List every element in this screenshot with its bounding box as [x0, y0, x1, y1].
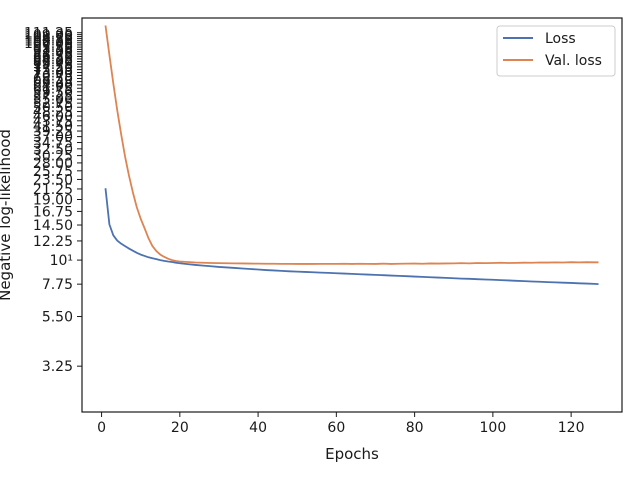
y-tick-label: 48.25: [33, 105, 73, 121]
y-tick-label: 82.00: [33, 54, 73, 70]
y-tick-label: 106.75: [24, 30, 73, 46]
y-tick-label: 46.00: [33, 109, 73, 125]
x-tick-label: 60: [327, 420, 345, 436]
y-tick-label: 59.50: [33, 85, 73, 101]
y-tick-label: 88.75: [33, 47, 73, 63]
y-tick-label: 3.25: [42, 359, 73, 375]
y-tick-label: 50.50: [33, 100, 73, 116]
y-tick-label: 34.75: [33, 136, 73, 152]
y-tick-label: 12.25: [33, 234, 73, 250]
y-tick-label: 91.00: [33, 45, 73, 61]
y-tick-label: 55.00: [33, 92, 73, 108]
y-tick-label: 16.75: [33, 204, 73, 220]
y-tick-label: 39.25: [33, 124, 73, 140]
y-tick-label: 19.00: [33, 193, 73, 209]
x-tick-label: 100: [480, 420, 507, 436]
x-axis-ticks: 0 20 40 60 80 100 120: [97, 412, 584, 436]
series-layer: [104, 25, 599, 286]
y-tick-label: 66.25: [33, 75, 73, 91]
y-tick-label: 14.50: [33, 218, 73, 234]
y-tick-label: 32.50: [33, 142, 73, 158]
y-tick-label: 73.00: [33, 65, 73, 81]
x-tick-label: 20: [171, 420, 189, 436]
x-axis-label: Epochs: [325, 445, 379, 463]
y-tick-label: 23.50: [33, 172, 73, 188]
series-line-loss: [104, 188, 599, 286]
x-tick-label: 80: [406, 420, 424, 436]
y-tick-label: 93.25: [33, 42, 73, 58]
y-tick-label: 102.25: [24, 34, 73, 50]
y-tick-label: 97.75: [33, 38, 73, 54]
y-tick-label: 100.00: [24, 36, 73, 52]
y-tick-label: 86.50: [33, 49, 73, 65]
legend-label-val-loss: Val. loss: [545, 53, 602, 69]
y-tick-label: 30.25: [33, 149, 73, 165]
y-tick-label: 10¹: [50, 253, 73, 269]
y-tick-label: 61.75: [33, 81, 73, 97]
x-tick-label: 120: [558, 420, 585, 436]
y-tick-label: 41.50: [33, 119, 73, 135]
y-tick-label: 104.50: [24, 32, 73, 48]
y-tick-label: 52.75: [33, 96, 73, 112]
y-axis-ticks: 3.25 5.50 7.75 10¹ 12.2514.5016.7519.0021.25…: [24, 26, 82, 375]
y-tick-label: 57.25: [33, 88, 73, 104]
y-tick-label: 111.25: [24, 26, 73, 42]
y-tick-label: 70.75: [33, 68, 73, 84]
y-tick-label: 95.50: [33, 40, 73, 56]
x-tick-label: 40: [249, 420, 267, 436]
y-tick-label: 28.00: [33, 156, 73, 172]
legend: Loss Val. loss: [496, 25, 616, 77]
series-line-val-loss: [104, 25, 599, 265]
y-tick-label: 109.00: [24, 28, 73, 44]
y-tick-label: 77.50: [33, 60, 73, 76]
y-tick-label: 84.25: [33, 52, 73, 68]
y-tick-label: 5.50: [42, 310, 73, 326]
y-tick-label: 25.75: [33, 164, 73, 180]
y-tick-label: 7.75: [42, 277, 73, 293]
legend-label-loss: Loss: [545, 31, 576, 47]
y-tick-label: 37.00: [33, 130, 73, 146]
y-tick-label: 75.25: [33, 63, 73, 79]
y-tick-label: 68.50: [33, 71, 73, 87]
y-tick-label: 79.75: [33, 57, 73, 73]
plot-frame: [81, 17, 623, 413]
y-tick-label: 21.25: [33, 182, 73, 198]
y-tick-label: 43.75: [33, 114, 73, 130]
y-axis-label: Negative log-likelihood: [0, 129, 14, 301]
x-tick-label: 0: [97, 420, 106, 436]
y-tick-label: 64.00: [33, 78, 73, 94]
